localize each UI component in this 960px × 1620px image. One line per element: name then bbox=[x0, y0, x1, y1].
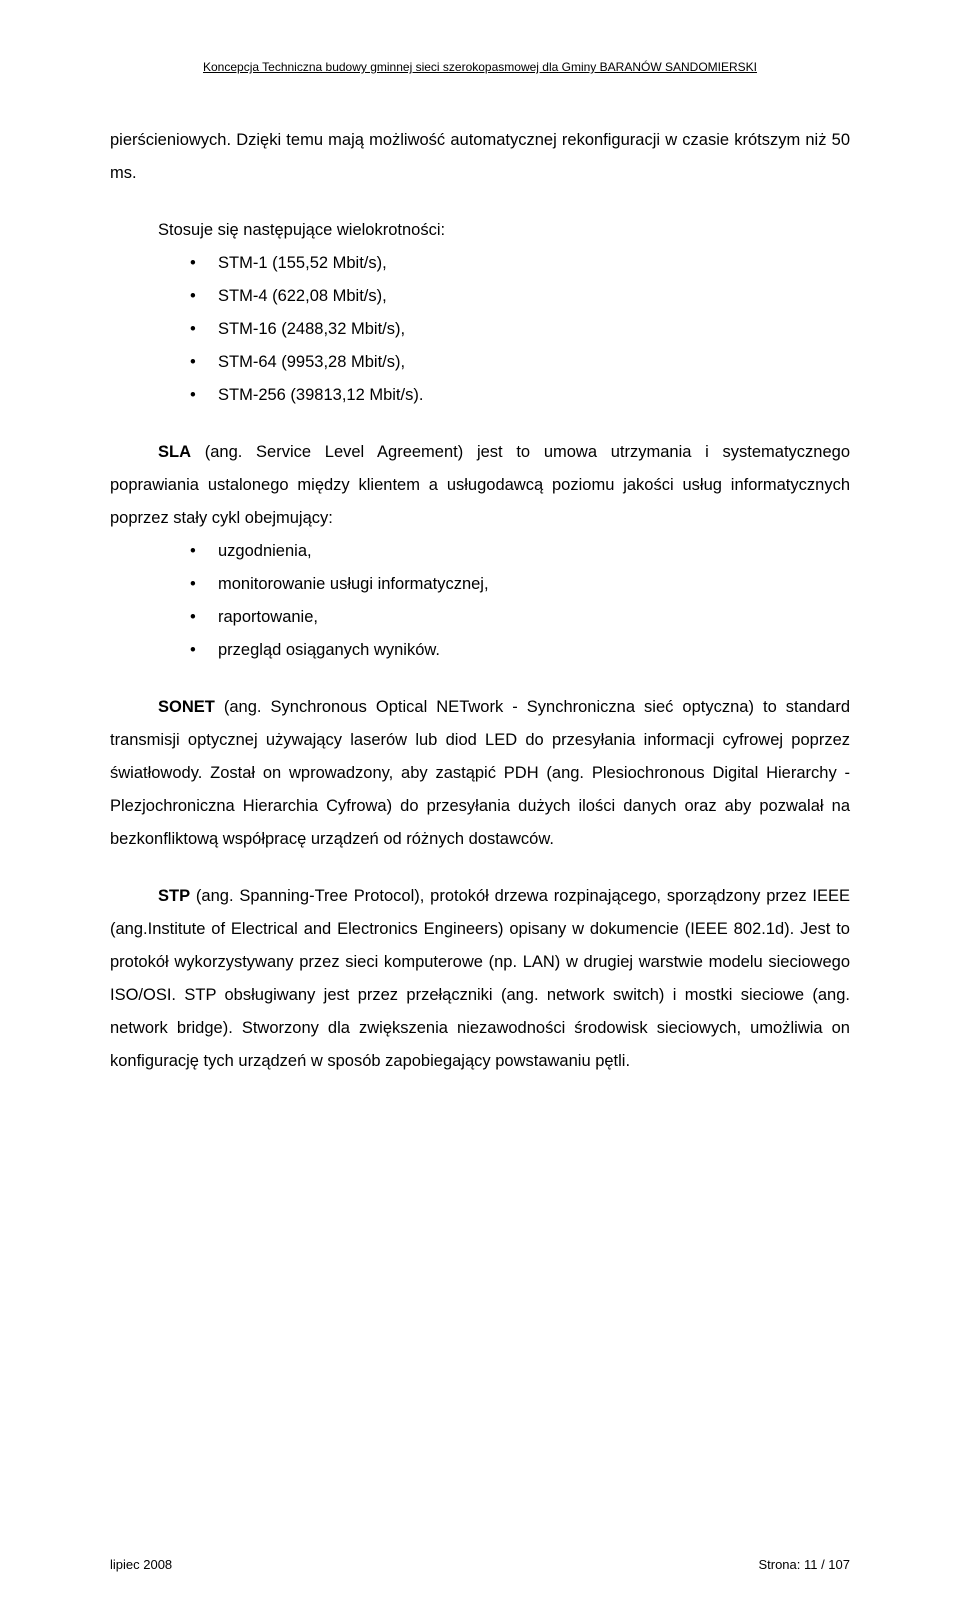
list-item: przegląd osiąganych wyników. bbox=[190, 634, 850, 667]
sla-term: SLA bbox=[158, 443, 191, 461]
sonet-text: (ang. Synchronous Optical NETwork - Sync… bbox=[110, 698, 850, 848]
stm-list: STM-1 (155,52 Mbit/s), STM-4 (622,08 Mbi… bbox=[110, 247, 850, 412]
document-page: Koncepcja Techniczna budowy gminnej siec… bbox=[0, 0, 960, 1620]
page-header: Koncepcja Techniczna budowy gminnej siec… bbox=[110, 60, 850, 74]
sla-list: uzgodnienia, monitorowanie usługi inform… bbox=[110, 535, 850, 667]
list-item: STM-64 (9953,28 Mbit/s), bbox=[190, 346, 850, 379]
sonet-paragraph: SONET (ang. Synchronous Optical NETwork … bbox=[110, 691, 850, 856]
intro-paragraph: pierścieniowych. Dzięki temu mają możliw… bbox=[110, 124, 850, 190]
stp-paragraph: STP (ang. Spanning-Tree Protocol), proto… bbox=[110, 880, 850, 1078]
stm-intro: Stosuje się następujące wielokrotności: bbox=[110, 214, 850, 247]
footer-page-number: Strona: 11 / 107 bbox=[758, 1557, 850, 1572]
sla-text: (ang. Service Level Agreement) jest to u… bbox=[110, 443, 850, 527]
page-footer: lipiec 2008 Strona: 11 / 107 bbox=[110, 1557, 850, 1572]
stp-term: STP bbox=[158, 887, 190, 905]
list-item: STM-4 (622,08 Mbit/s), bbox=[190, 280, 850, 313]
list-item: uzgodnienia, bbox=[190, 535, 850, 568]
sonet-term: SONET bbox=[158, 698, 215, 716]
list-item: monitorowanie usługi informatycznej, bbox=[190, 568, 850, 601]
list-item: STM-1 (155,52 Mbit/s), bbox=[190, 247, 850, 280]
sla-paragraph: SLA (ang. Service Level Agreement) jest … bbox=[110, 436, 850, 535]
stp-text: (ang. Spanning-Tree Protocol), protokół … bbox=[110, 887, 850, 1070]
list-item: STM-16 (2488,32 Mbit/s), bbox=[190, 313, 850, 346]
list-item: raportowanie, bbox=[190, 601, 850, 634]
footer-date: lipiec 2008 bbox=[110, 1557, 172, 1572]
list-item: STM-256 (39813,12 Mbit/s). bbox=[190, 379, 850, 412]
